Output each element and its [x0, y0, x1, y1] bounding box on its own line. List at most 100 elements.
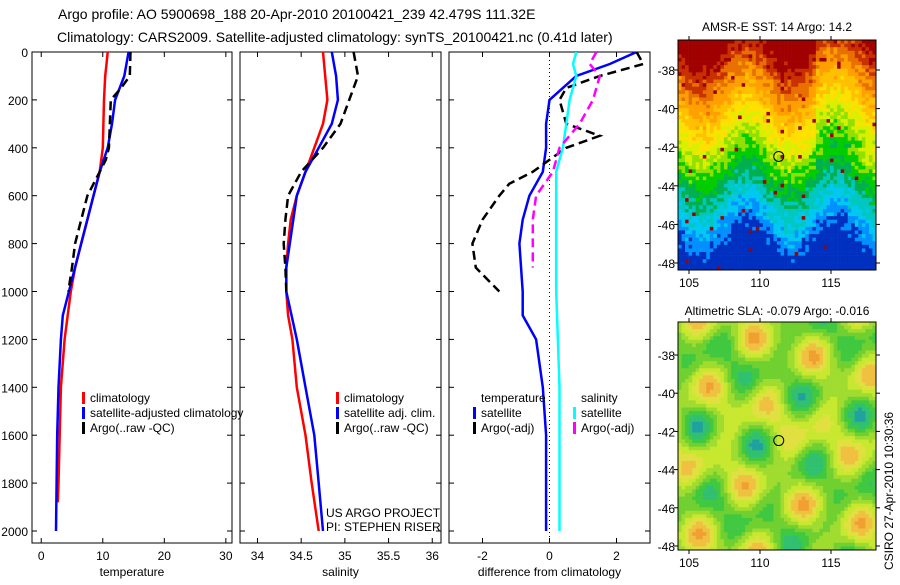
map-cell [692, 209, 696, 213]
map-cell [869, 166, 873, 170]
map-cell [703, 383, 707, 387]
map-cell [763, 187, 767, 191]
map-cell [717, 115, 721, 119]
map-cell [795, 343, 799, 347]
map-cell [682, 333, 686, 337]
map-cell [710, 112, 714, 116]
map-cell [770, 65, 774, 69]
timestamp: CSIRO 27-Apr-2010 10:30:36 [882, 412, 896, 570]
map-cell [703, 333, 707, 337]
map-cell [795, 220, 799, 224]
map-cell [795, 333, 799, 337]
map-cell [742, 386, 746, 390]
map-cell [773, 198, 777, 202]
map-cell [812, 76, 816, 80]
map-cell [696, 195, 700, 199]
map-cell [752, 361, 756, 365]
map-cell [869, 198, 873, 202]
map-cell [837, 336, 841, 340]
map-cell [802, 133, 806, 137]
map-cell [777, 162, 781, 166]
map-cell [773, 62, 777, 66]
map-cell [865, 162, 869, 166]
map-cell [731, 223, 735, 227]
map-cell [795, 169, 799, 173]
map-cell [745, 365, 749, 369]
map-cell [858, 238, 862, 242]
map-cell [805, 137, 809, 141]
map-cell [689, 351, 693, 355]
map-cell [812, 223, 816, 227]
map-cell [858, 144, 862, 148]
map-cell [699, 326, 703, 330]
map-cell [742, 198, 746, 202]
map-cell [710, 155, 714, 159]
map-cell [841, 101, 845, 105]
map-cell [685, 54, 689, 58]
map-cell [745, 351, 749, 355]
map-cell [749, 198, 753, 202]
map-cell [728, 209, 732, 213]
legend-label: temperature [481, 391, 546, 405]
map-cell [848, 80, 852, 84]
map-cell [773, 248, 777, 252]
map-cell [724, 137, 728, 141]
map-cell [798, 333, 802, 337]
map-cell [706, 177, 710, 181]
map-cell [823, 54, 827, 58]
map-cell [731, 329, 735, 333]
map-cell [802, 98, 806, 102]
map-cell [728, 223, 732, 227]
map-cell [844, 198, 848, 202]
map-cell [763, 326, 767, 330]
map-cell [699, 80, 703, 84]
map-cell [823, 177, 827, 181]
map-cell [844, 133, 848, 137]
map-cell [745, 148, 749, 152]
map-cell [841, 169, 845, 173]
map-cell [756, 126, 760, 130]
map-cell [749, 94, 753, 98]
map-cell [724, 119, 728, 123]
map-cell [706, 130, 710, 134]
map-cell [784, 144, 788, 148]
map-cell [720, 187, 724, 191]
map-cell [844, 347, 848, 351]
map-cell [827, 238, 831, 242]
map-cell [802, 51, 806, 55]
map-cell [805, 263, 809, 267]
map-cell [841, 241, 845, 245]
map-cell [735, 263, 739, 267]
map-cell [784, 69, 788, 73]
map-cell [678, 202, 682, 206]
map-cell [777, 336, 781, 340]
map-cell [848, 336, 852, 340]
map-cell [745, 141, 749, 145]
map-cell [678, 358, 682, 362]
map-cell [713, 76, 717, 80]
map-cell [752, 72, 756, 76]
map-cell [809, 336, 813, 340]
map-cell [742, 72, 746, 76]
map-cell [749, 76, 753, 80]
map-cell [759, 72, 763, 76]
map-cell [795, 98, 799, 102]
map-cell [756, 177, 760, 181]
pi-credit: PI: STEPHEN RISER [326, 520, 441, 534]
map-cell [855, 245, 859, 249]
map-cell [798, 123, 802, 127]
map-cell [756, 252, 760, 256]
map-cell [720, 361, 724, 365]
map-cell [678, 256, 682, 260]
map-cell [809, 191, 813, 195]
map-cell [830, 141, 834, 145]
map-cell [788, 343, 792, 347]
map-cell [696, 155, 700, 159]
map-cell [728, 198, 732, 202]
map-cell [710, 72, 714, 76]
map-cell [805, 386, 809, 390]
map-cell [735, 209, 739, 213]
map-cell [766, 230, 770, 234]
map-cell [742, 133, 746, 137]
